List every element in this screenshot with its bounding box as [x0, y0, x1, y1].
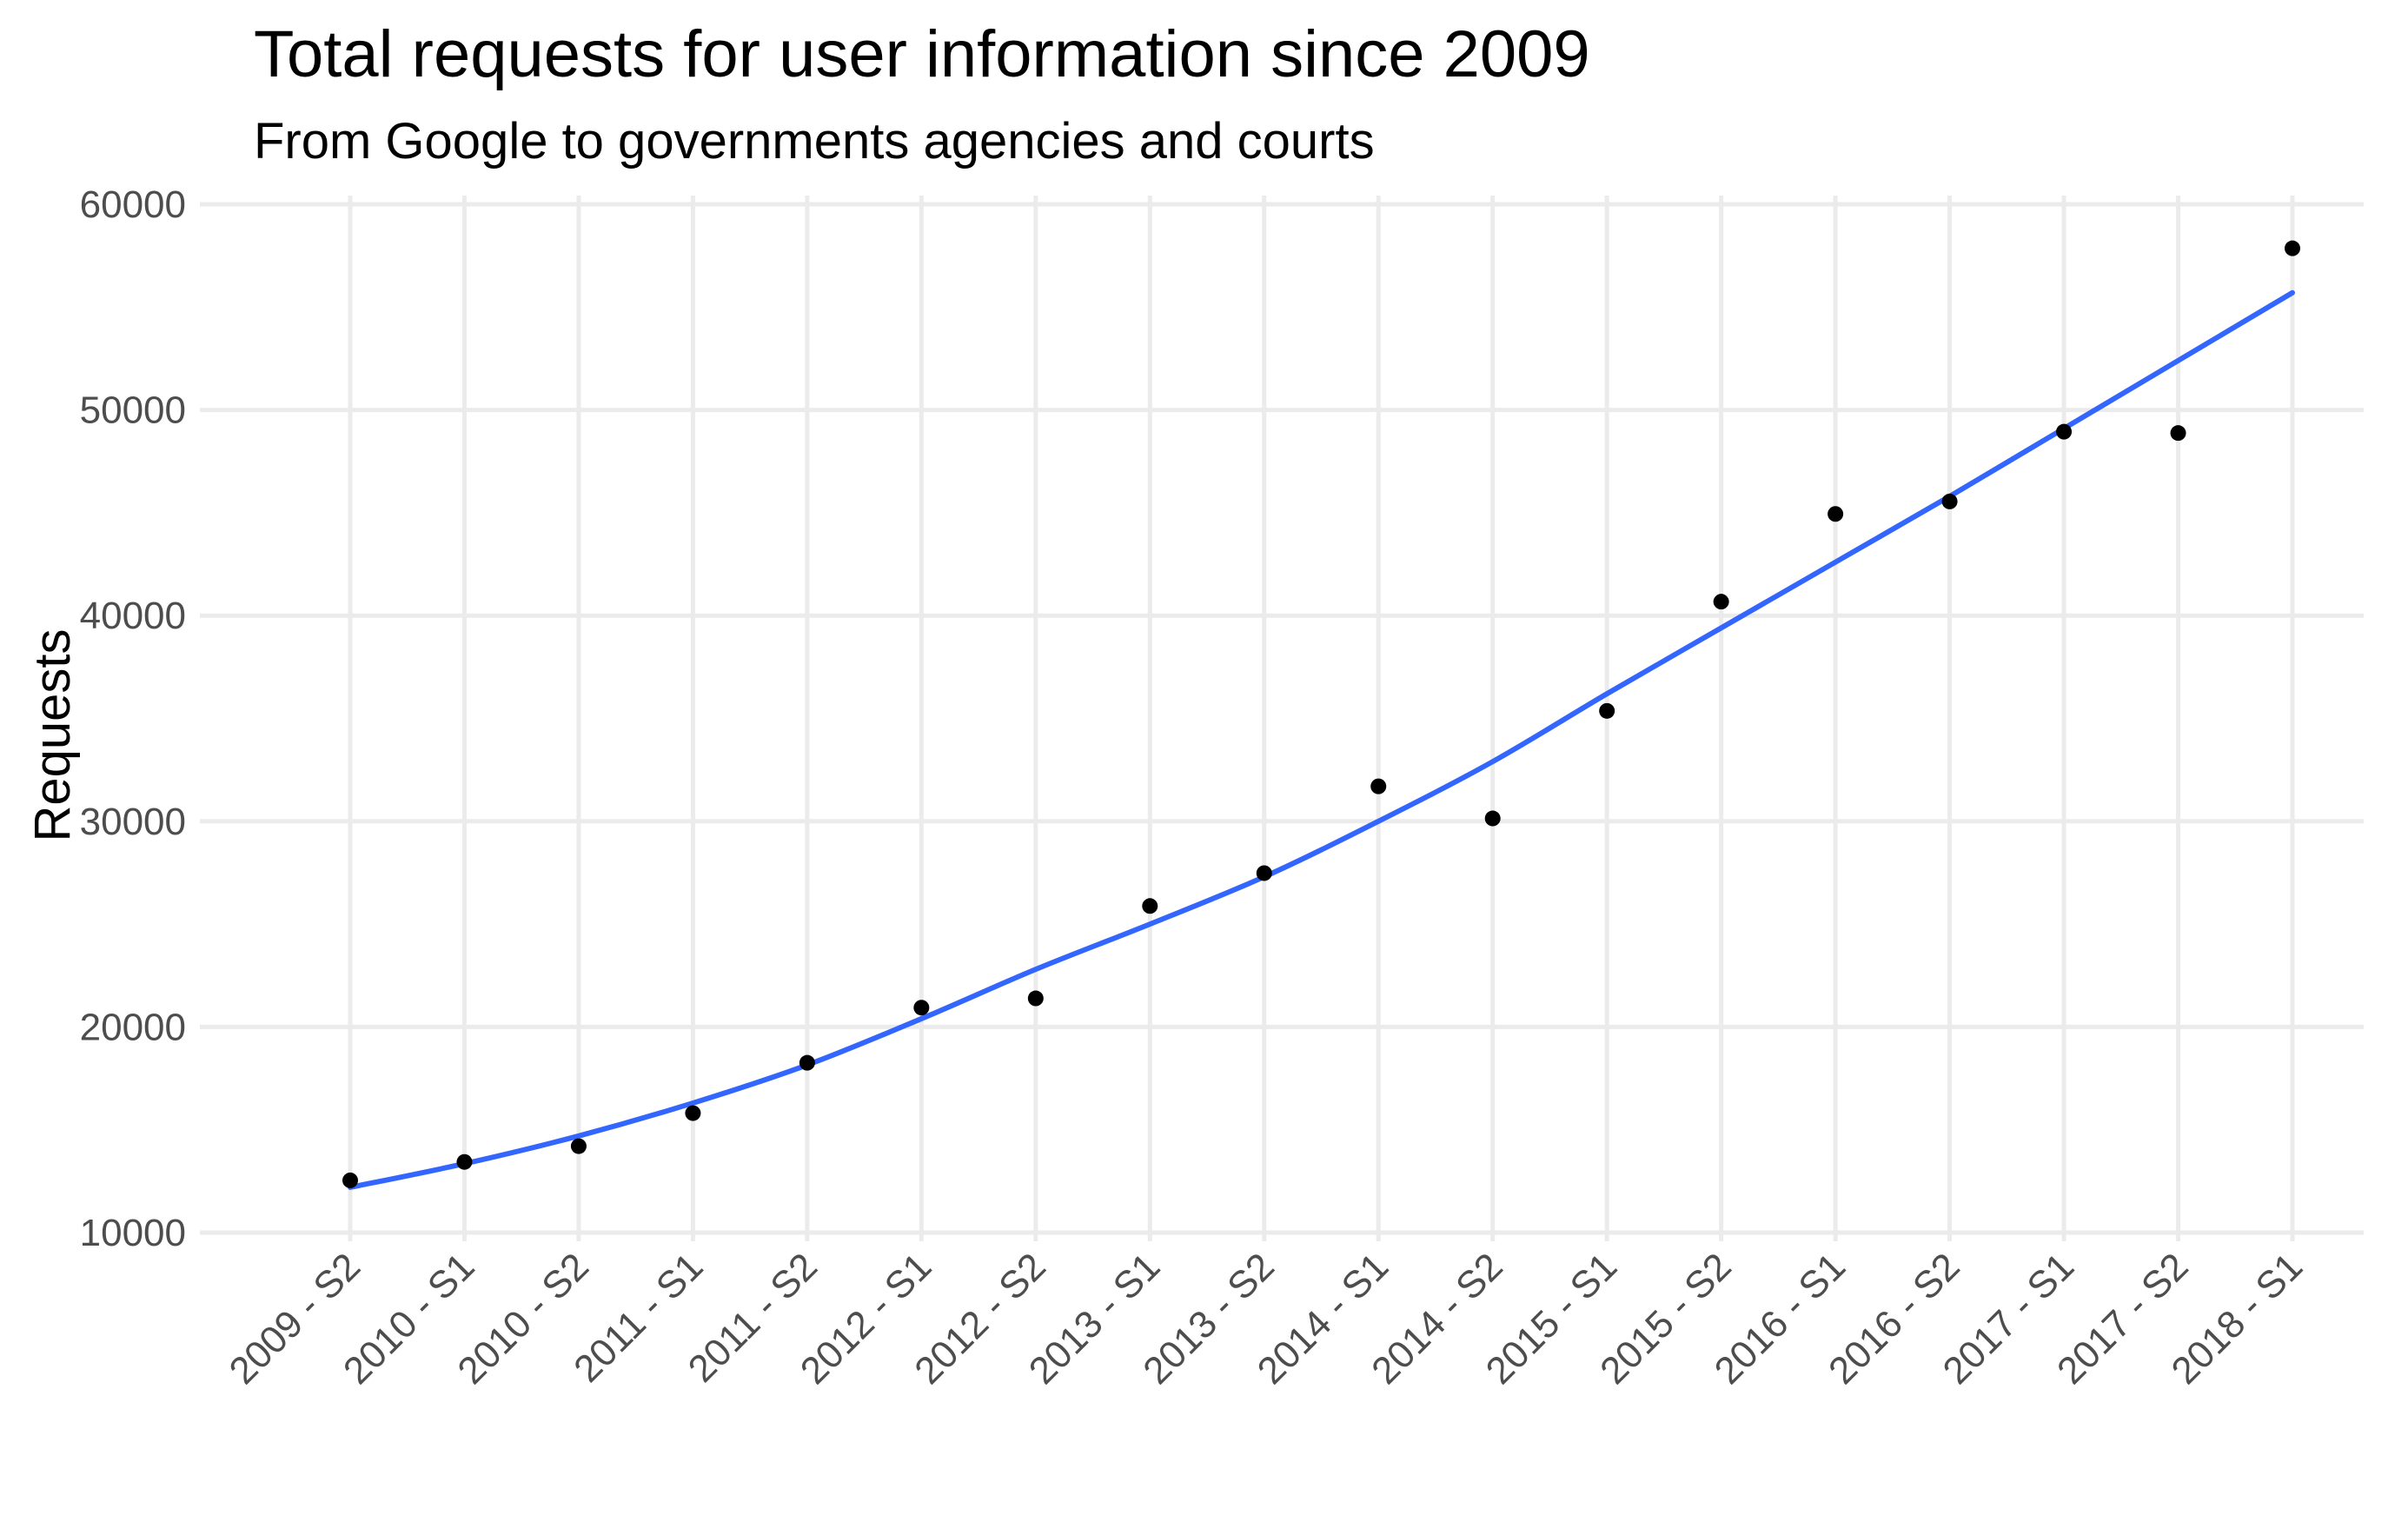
data-point	[456, 1153, 473, 1170]
data-point	[1484, 810, 1501, 827]
y-tick-label: 20000	[80, 1006, 186, 1048]
data-point	[1941, 493, 1958, 509]
y-tick-labels: 10000 20000 30000 40000 50000 60000	[80, 183, 186, 1254]
data-point	[685, 1105, 701, 1121]
data-point	[2056, 423, 2073, 440]
data-point	[1713, 594, 1729, 610]
chart-subtitle: From Google to governments agencies and …	[254, 113, 1375, 170]
data-point	[1256, 865, 1272, 881]
data-point	[1370, 778, 1387, 794]
data-point	[913, 1000, 930, 1016]
y-tick-label: 50000	[80, 389, 186, 432]
data-points	[342, 240, 2300, 1188]
y-tick-label: 60000	[80, 183, 186, 226]
data-point	[1027, 990, 1044, 1007]
data-point	[2285, 240, 2300, 256]
y-tick-label: 10000	[80, 1212, 186, 1254]
y-tick-label: 40000	[80, 595, 186, 637]
data-point	[1599, 702, 1615, 719]
y-axis-label: Requests	[24, 628, 81, 841]
data-point	[1142, 898, 1158, 914]
data-point	[799, 1054, 815, 1071]
data-point	[342, 1172, 358, 1188]
data-point	[570, 1138, 587, 1154]
data-point	[2170, 425, 2186, 442]
data-point	[1828, 506, 1844, 522]
trend-line	[348, 289, 2295, 1190]
y-tick-label: 30000	[80, 801, 186, 843]
chart-title: Total requests for user information sinc…	[254, 17, 1590, 91]
